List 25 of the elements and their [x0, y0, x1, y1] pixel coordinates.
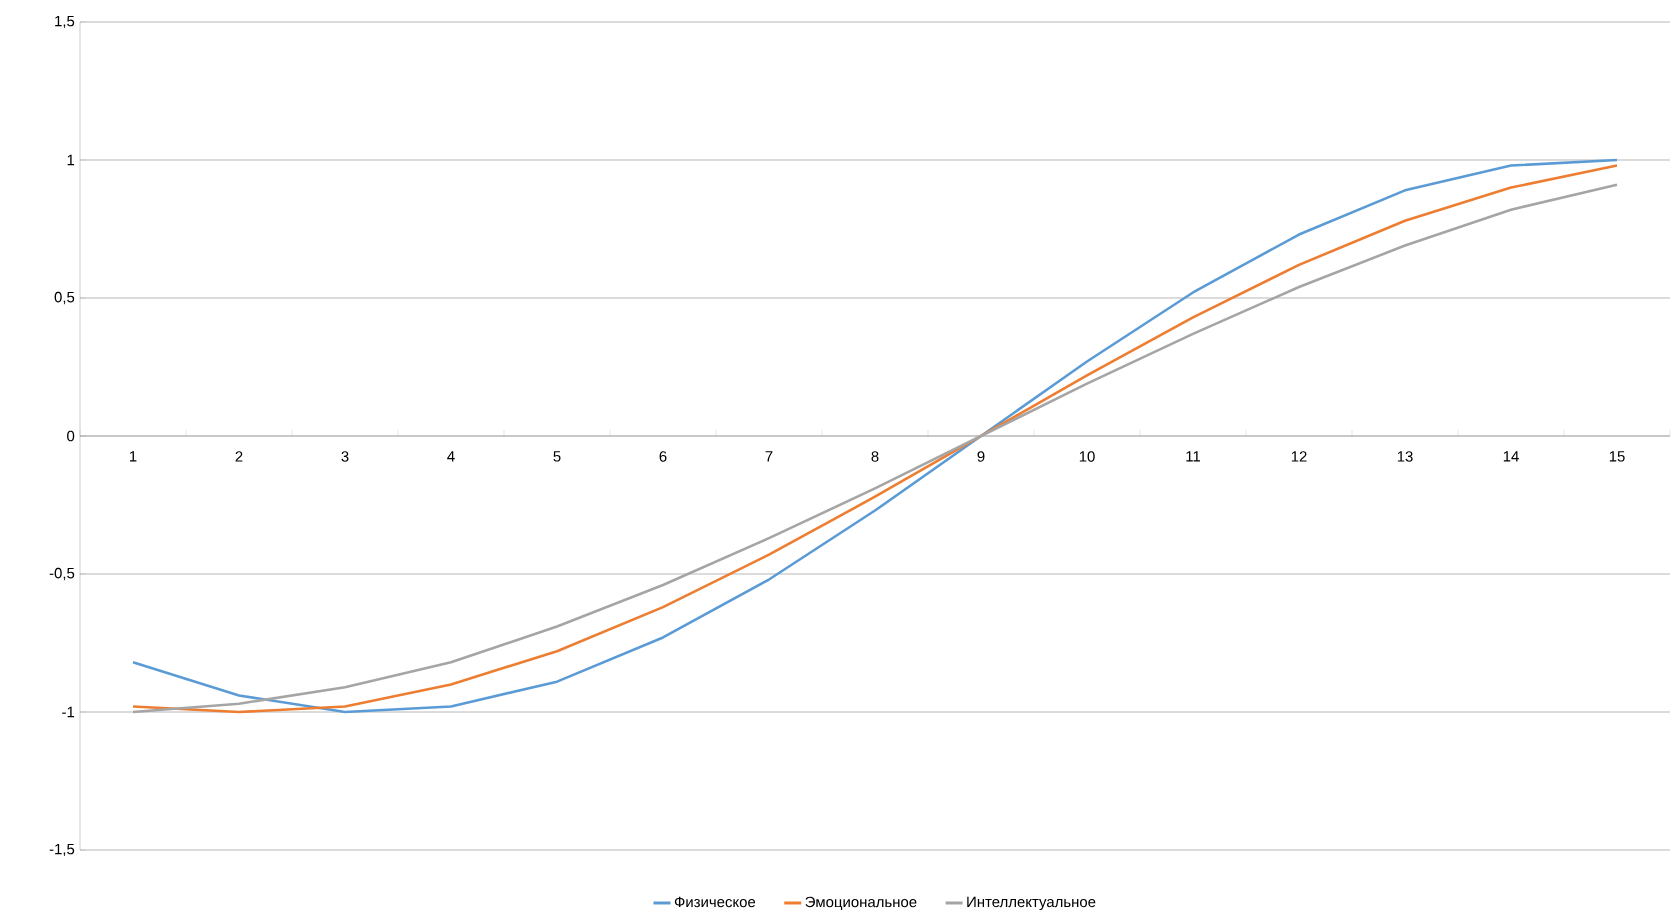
y-tick-label: -1 — [62, 706, 75, 718]
x-tick-label: 11 — [1186, 451, 1201, 462]
x-tick-label: 12 — [1291, 451, 1307, 462]
x-tick-label: 9 — [977, 451, 985, 462]
y-tick-label: 0,5 — [54, 291, 75, 305]
legend-label: Интеллектуальное — [967, 896, 1096, 911]
x-tick-label: 8 — [871, 451, 879, 462]
x-tick-label: 4 — [447, 451, 455, 462]
y-tick-label: 1 — [67, 154, 75, 166]
x-tick-label: 7 — [765, 451, 773, 462]
y-tick-label: -1,5 — [49, 843, 75, 857]
x-tick-label: 1 — [129, 451, 137, 462]
x-tick-label: 15 — [1609, 451, 1625, 462]
y-tick-label: 1,5 — [55, 15, 75, 29]
x-tick-label: 3 — [341, 451, 349, 462]
legend-label: Эмоциональное — [805, 896, 917, 911]
x-tick-label: 13 — [1397, 451, 1413, 462]
legend-label: Физическое — [674, 896, 756, 908]
x-tick-label: 14 — [1503, 451, 1519, 462]
x-tick-label: 2 — [235, 451, 243, 462]
x-tick-label: 5 — [553, 451, 561, 462]
y-tick-label: 0 — [67, 430, 75, 442]
x-tick-label: 10 — [1079, 451, 1095, 462]
x-tick-label: 6 — [659, 451, 667, 462]
y-tick-label: -0,5 — [49, 567, 75, 581]
